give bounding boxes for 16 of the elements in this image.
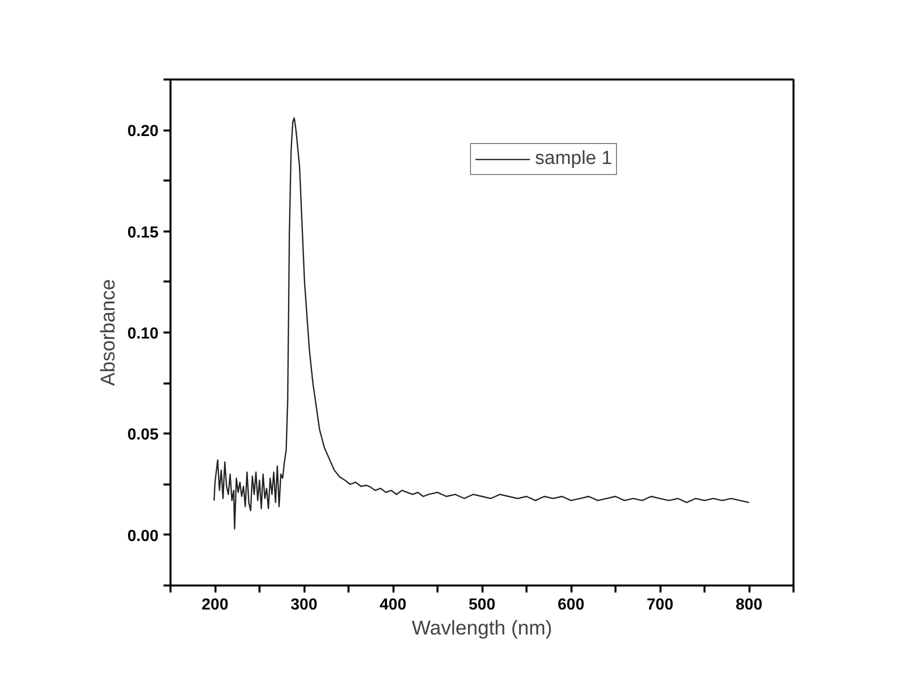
x-tick-label: 700 [646,596,674,614]
legend-label: sample 1 [535,148,612,170]
x-tick-label: 300 [290,596,318,614]
y-tick-label: 0.20 [127,123,159,140]
x-axis-title: Wavlength (nm) [412,618,552,640]
x-tick-label: 800 [736,596,762,614]
y-tick-label: 0.05 [127,426,159,444]
x-tick-label: 200 [202,596,228,614]
y-tick-label: 0.15 [127,224,159,242]
x-tick-label: 500 [468,596,496,614]
y-axis-title: Absorbance [97,279,120,386]
line-series [213,117,750,530]
x-tick-label: 400 [380,596,406,614]
y-tick-label: 0.10 [127,326,159,342]
x-tick-label: 600 [558,596,584,614]
y-tick-label: 0.00 [127,528,159,545]
